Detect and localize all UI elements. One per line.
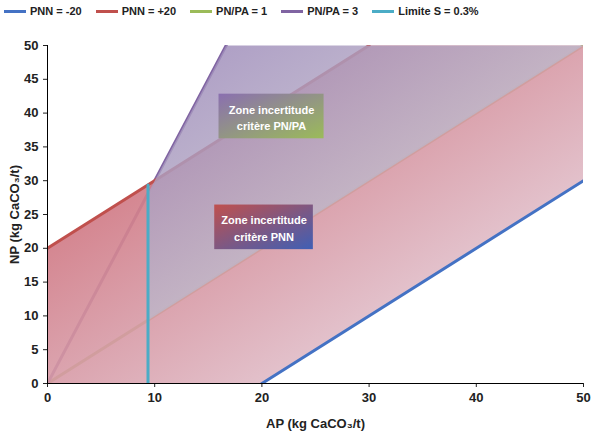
svg-text:20: 20 (24, 240, 38, 255)
html-text:PN/PA = 1: PN/PA = 1 (216, 5, 268, 17)
svg-text:0: 0 (31, 376, 38, 391)
svg-text:Zone incertitudecritère PN/PA: Zone incertitudecritère PN/PA (229, 104, 315, 133)
svg-text:AP (kg CaCO₃/t): AP (kg CaCO₃/t) (266, 416, 365, 431)
svg-text:Zone incertitudecritère PNN: Zone incertitudecritère PNN (221, 214, 307, 243)
svg-text:0: 0 (44, 390, 51, 405)
svg-text:10: 10 (147, 390, 161, 405)
svg-text:40: 40 (469, 390, 483, 405)
svg-text:10: 10 (24, 308, 38, 323)
html-text:PN/PA = 3: PN/PA = 3 (307, 5, 359, 17)
svg-text:30: 30 (362, 390, 376, 405)
html-text:PNN = -20: PNN = -20 (30, 5, 82, 17)
svg-text:50: 50 (24, 38, 38, 53)
svg-text:40: 40 (24, 105, 38, 120)
html-text:PNN = +20: PNN = +20 (121, 5, 177, 17)
svg-text:20: 20 (255, 390, 269, 405)
svg-text:15: 15 (24, 274, 38, 289)
svg-text:50: 50 (576, 390, 590, 405)
svg-text:NP (kg CaCO₃/t): NP (kg CaCO₃/t) (7, 165, 22, 264)
svg-text:35: 35 (24, 139, 38, 154)
svg-text:25: 25 (24, 207, 38, 222)
svg-text:45: 45 (24, 71, 38, 86)
svg-text:30: 30 (24, 173, 38, 188)
html-text:Limite S = 0.3%: Limite S = 0.3% (398, 5, 479, 17)
svg-text:5: 5 (31, 342, 38, 357)
